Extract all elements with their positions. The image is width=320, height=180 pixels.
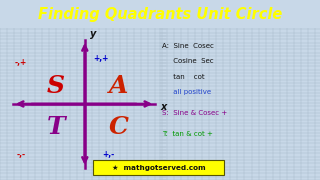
Text: T:  tan & cot +: T: tan & cot + <box>162 131 212 137</box>
Text: A: A <box>109 74 128 98</box>
Text: T: T <box>47 115 65 139</box>
Text: A:  Sine  Cosec: A: Sine Cosec <box>162 43 213 49</box>
FancyBboxPatch shape <box>93 160 224 175</box>
Text: x: x <box>160 102 166 112</box>
Text: ★  mathgotserved.com: ★ mathgotserved.com <box>112 165 205 171</box>
Text: tan    cot: tan cot <box>162 74 204 80</box>
Text: +,+: +,+ <box>93 54 108 63</box>
Text: S:  Sine & Cosec +: S: Sine & Cosec + <box>162 110 227 116</box>
Text: y: y <box>90 29 96 39</box>
Text: -,-: -,- <box>16 150 25 159</box>
Text: Cosine  Sec: Cosine Sec <box>162 58 213 64</box>
Text: Finding Quadrants Unit Circle: Finding Quadrants Unit Circle <box>38 7 282 22</box>
Text: +,-: +,- <box>103 150 115 159</box>
Text: C: C <box>108 115 128 139</box>
Text: all positive: all positive <box>162 89 211 95</box>
Text: -,+: -,+ <box>15 58 27 67</box>
Text: S: S <box>47 74 65 98</box>
